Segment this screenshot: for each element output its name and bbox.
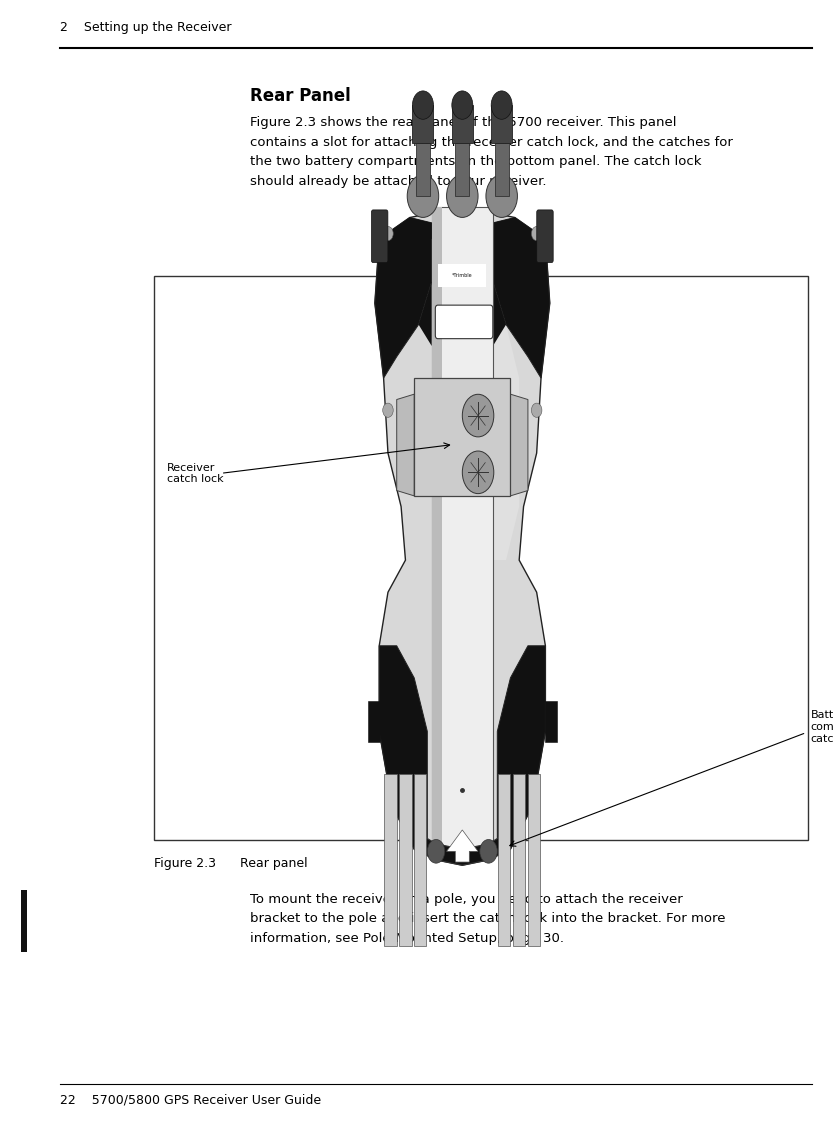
Bar bbox=[528, 774, 540, 946]
Polygon shape bbox=[431, 206, 493, 850]
Polygon shape bbox=[493, 325, 519, 560]
Polygon shape bbox=[446, 829, 478, 862]
Text: 22    5700/5800 GPS Receiver User Guide: 22 5700/5800 GPS Receiver User Guide bbox=[60, 1093, 321, 1107]
Bar bbox=[438, 264, 486, 287]
Bar bbox=[154, 276, 808, 840]
Text: Figure 2.3 shows the rear panel of the 5700 receiver. This panel
contains a slot: Figure 2.3 shows the rear panel of the 5… bbox=[250, 116, 733, 187]
Bar bbox=[456, 142, 469, 196]
Text: Rear Panel: Rear Panel bbox=[250, 87, 351, 105]
Bar bbox=[399, 774, 412, 946]
Text: *Trimble: *Trimble bbox=[452, 273, 472, 278]
Circle shape bbox=[486, 175, 517, 218]
Text: To mount the receiver on a pole, you need to attach the receiver
bracket to the : To mount the receiver on a pole, you nee… bbox=[250, 893, 726, 944]
Text: Battery
compartment
catches: Battery compartment catches bbox=[811, 710, 833, 744]
Text: 2    Setting up the Receiver: 2 Setting up the Receiver bbox=[60, 20, 232, 34]
Text: Receiver
catch lock: Receiver catch lock bbox=[167, 462, 223, 485]
Circle shape bbox=[451, 91, 473, 119]
Polygon shape bbox=[497, 646, 546, 850]
Bar bbox=[412, 105, 433, 142]
Bar bbox=[21, 890, 27, 952]
Bar bbox=[416, 142, 430, 196]
Bar bbox=[545, 701, 556, 742]
Circle shape bbox=[480, 840, 497, 863]
Polygon shape bbox=[431, 206, 442, 850]
Polygon shape bbox=[379, 218, 431, 346]
Bar bbox=[414, 774, 426, 946]
Circle shape bbox=[531, 227, 542, 241]
Circle shape bbox=[427, 840, 445, 863]
FancyBboxPatch shape bbox=[436, 305, 493, 338]
Bar bbox=[368, 701, 380, 742]
Polygon shape bbox=[397, 394, 414, 496]
Circle shape bbox=[412, 91, 433, 119]
Polygon shape bbox=[493, 218, 550, 378]
Polygon shape bbox=[511, 394, 528, 496]
Circle shape bbox=[462, 394, 494, 437]
Circle shape bbox=[382, 227, 393, 241]
Bar bbox=[385, 774, 397, 946]
Polygon shape bbox=[379, 646, 427, 850]
Bar bbox=[513, 774, 526, 946]
Polygon shape bbox=[375, 218, 431, 378]
Circle shape bbox=[382, 403, 393, 417]
Circle shape bbox=[531, 403, 542, 417]
Bar bbox=[451, 105, 473, 142]
Bar bbox=[498, 774, 511, 946]
Circle shape bbox=[446, 175, 478, 218]
Circle shape bbox=[462, 451, 494, 494]
Bar bbox=[495, 142, 509, 196]
Bar bbox=[414, 378, 511, 496]
FancyBboxPatch shape bbox=[536, 210, 553, 263]
Polygon shape bbox=[414, 833, 511, 866]
FancyBboxPatch shape bbox=[372, 210, 388, 263]
Polygon shape bbox=[493, 218, 546, 346]
Text: Figure 2.3      Rear panel: Figure 2.3 Rear panel bbox=[154, 857, 307, 870]
Circle shape bbox=[491, 91, 512, 119]
Circle shape bbox=[407, 175, 439, 218]
Polygon shape bbox=[375, 206, 550, 866]
Bar bbox=[491, 105, 512, 142]
